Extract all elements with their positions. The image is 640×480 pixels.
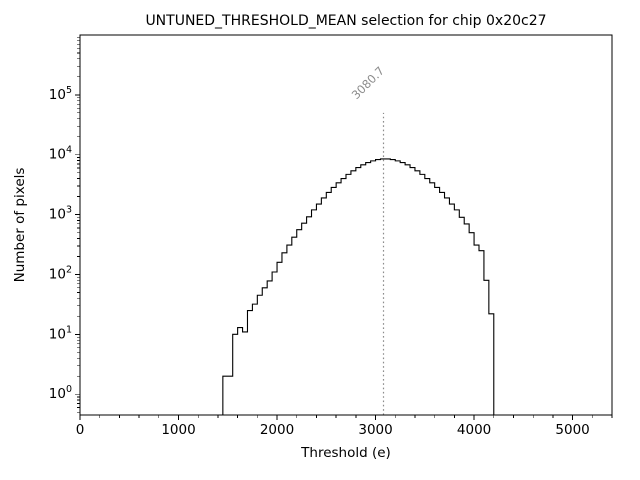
y-tick-label: 101 bbox=[49, 324, 72, 342]
x-axis-label: Threshold (e) bbox=[301, 445, 391, 461]
x-tick-label: 3000 bbox=[358, 422, 392, 438]
chart-title: UNTUNED_THRESHOLD_MEAN selection for chi… bbox=[145, 13, 547, 29]
y-tick-label: 100 bbox=[49, 384, 72, 402]
y-axis-label: Number of pixels bbox=[12, 167, 28, 283]
y-tick-label: 102 bbox=[49, 264, 72, 282]
x-tick-label: 2000 bbox=[260, 422, 294, 438]
x-tick-label: 0 bbox=[76, 422, 85, 438]
x-tick-label: 5000 bbox=[555, 422, 589, 438]
y-tick-label: 103 bbox=[49, 205, 72, 223]
x-tick-label: 1000 bbox=[161, 422, 195, 438]
histogram-step-line bbox=[222, 158, 495, 415]
y-tick-label: 104 bbox=[49, 145, 72, 163]
y-tick-label: 105 bbox=[49, 85, 72, 103]
plot-spines bbox=[79, 34, 613, 416]
threshold-annotation: 3080.7 bbox=[349, 64, 387, 102]
x-tick-label: 4000 bbox=[457, 422, 491, 438]
